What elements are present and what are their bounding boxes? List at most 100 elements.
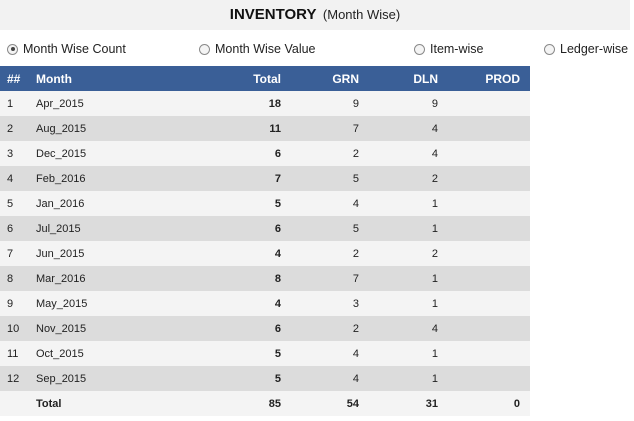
table-row: 6 Jul_2015 6 5 1 [0,216,530,241]
table-row: 2 Aug_2015 11 7 4 [0,116,530,141]
table-row: 12 Sep_2015 5 4 1 [0,366,530,391]
radio-label: Month Wise Count [23,42,126,56]
total-dln: 31 [425,397,438,410]
cell-grn: 4 [352,372,359,385]
page-title: INVENTORY [229,6,317,23]
cell-dln: 1 [431,197,438,210]
radio-label: Month Wise Value [215,42,316,56]
cell-dln: 1 [431,347,438,360]
cell-total: 5 [274,347,281,360]
total-label: Total [36,397,62,410]
cell-month: Oct_2015 [36,347,84,360]
cell-number: 11 [7,347,19,360]
cell-number: 5 [7,197,14,210]
cell-month: Aug_2015 [36,122,87,135]
cell-month: Jan_2016 [36,197,85,210]
radio-ledger-wise[interactable]: Ledger-wise [544,41,628,57]
cell-grn: 2 [352,247,359,260]
cell-dln: 4 [431,122,438,135]
cell-number: 7 [7,247,14,260]
cell-total: 11 [269,122,281,135]
radio-label: Item-wise [430,42,484,56]
cell-total: 18 [268,97,281,110]
cell-prod [440,316,530,341]
cell-dln: 9 [431,97,438,110]
table-row: 4 Feb_2016 7 5 2 [0,166,530,191]
table-header-row: ## Month Total GRN DLN PROD [0,66,530,91]
cell-prod [440,291,530,316]
cell-grn: 3 [352,297,359,310]
page-title-bar: INVENTORY (Month Wise) [0,0,630,30]
cell-total: 8 [274,272,281,285]
radio-item-wise[interactable]: Item-wise [414,41,483,57]
cell-total: 4 [274,247,281,260]
cell-dln: 1 [431,372,438,385]
radio-label: Ledger-wise [560,42,629,56]
cell-grn: 5 [352,222,359,235]
cell-grn: 4 [352,197,359,210]
table-row: 5 Jan_2016 5 4 1 [0,191,530,216]
table-total-row: Total 85 54 31 0 [0,391,530,416]
cell-dln: 2 [431,172,438,185]
cell-prod [440,191,530,216]
table-row: 10 Nov_2015 6 2 4 [0,316,530,341]
cell-dln: 1 [431,272,438,285]
cell-prod [440,216,530,241]
cell-number: 3 [7,147,14,160]
column-header-dln: DLN [361,66,440,91]
total-sum: 85 [268,397,281,410]
cell-month: Sep_2015 [36,372,87,385]
cell-number: 9 [7,297,14,310]
cell-total: 5 [274,197,281,210]
cell-month: Apr_2015 [36,97,84,110]
column-header-month: Month [29,66,179,91]
column-header-total: Total [179,66,283,91]
cell-total: 6 [274,147,281,160]
cell-prod [440,241,530,266]
radio-button[interactable] [544,43,555,55]
cell-number: 4 [7,172,14,185]
cell-month: Mar_2016 [36,272,86,285]
cell-number: 12 [7,372,20,385]
cell-total: 7 [274,172,281,185]
radio-button[interactable] [414,43,425,55]
radio-month-wise-count[interactable]: Month Wise Count [7,41,126,57]
cell-dln: 1 [431,297,438,310]
cell-number [0,391,29,416]
radio-button-checked[interactable] [7,43,18,55]
cell-number: 2 [7,122,14,135]
page-subtitle: (Month Wise) [322,7,401,22]
cell-prod [440,91,530,116]
total-prod: 0 [513,397,520,410]
cell-grn: 7 [352,122,359,135]
cell-month: Nov_2015 [36,322,87,335]
cell-prod [440,166,530,191]
cell-total: 5 [274,372,281,385]
radio-button[interactable] [199,43,210,55]
cell-number: 1 [7,97,14,110]
table-row: 3 Dec_2015 6 2 4 [0,141,530,166]
cell-dln: 4 [431,147,438,160]
cell-grn: 7 [352,272,359,285]
column-header-number: ## [0,66,29,91]
table-row: 11 Oct_2015 5 4 1 [0,341,530,366]
cell-total: 6 [274,222,281,235]
cell-grn: 2 [352,322,359,335]
cell-prod [440,341,530,366]
cell-month: May_2015 [36,297,88,310]
table-row: 9 May_2015 4 3 1 [0,291,530,316]
cell-grn: 9 [352,97,359,110]
column-header-prod: PROD [440,66,530,91]
cell-prod [440,266,530,291]
cell-number: 6 [7,222,14,235]
cell-number: 8 [7,272,14,285]
cell-prod [440,366,530,391]
total-grn: 54 [346,397,359,410]
cell-prod [440,141,530,166]
cell-total: 4 [274,297,281,310]
cell-month: Feb_2016 [36,172,86,185]
cell-dln: 1 [431,222,438,235]
table-row: 8 Mar_2016 8 7 1 [0,266,530,291]
cell-number: 10 [7,322,20,335]
radio-month-wise-value[interactable]: Month Wise Value [199,41,316,57]
